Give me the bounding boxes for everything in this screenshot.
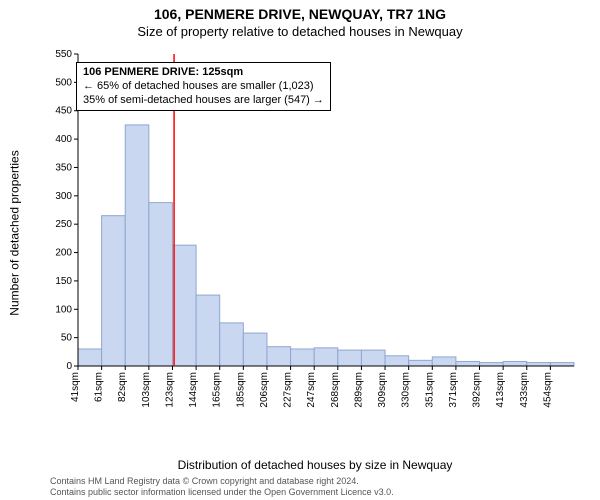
svg-text:550: 550	[55, 49, 72, 60]
svg-text:330sqm: 330sqm	[401, 372, 412, 408]
y-axis-label-text: Number of detached properties	[8, 150, 22, 315]
callout-line3: 35% of semi-detached houses are larger (…	[83, 94, 324, 108]
chart-title-main: 106, PENMERE DRIVE, NEWQUAY, TR7 1NG	[0, 0, 600, 22]
callout-line2: ← 65% of detached houses are smaller (1,…	[83, 80, 324, 94]
svg-text:200: 200	[55, 248, 72, 259]
svg-text:123sqm: 123sqm	[164, 372, 175, 408]
chart-title-sub: Size of property relative to detached ho…	[0, 22, 600, 39]
svg-text:100: 100	[55, 304, 72, 315]
svg-text:227sqm: 227sqm	[283, 372, 294, 408]
footer-line2: Contains public sector information licen…	[50, 487, 394, 498]
svg-text:82sqm: 82sqm	[117, 372, 128, 402]
svg-text:250: 250	[55, 219, 72, 230]
svg-text:185sqm: 185sqm	[235, 372, 246, 408]
svg-text:309sqm: 309sqm	[377, 372, 388, 408]
callout-line1: 106 PENMERE DRIVE: 125sqm	[83, 66, 324, 80]
svg-text:392sqm: 392sqm	[472, 372, 483, 408]
svg-text:300: 300	[55, 191, 72, 202]
svg-text:41sqm: 41sqm	[70, 372, 81, 402]
svg-text:350: 350	[55, 162, 72, 173]
svg-text:500: 500	[55, 77, 72, 88]
x-axis-label: Distribution of detached houses by size …	[50, 458, 580, 472]
svg-text:433sqm: 433sqm	[519, 372, 530, 408]
svg-text:50: 50	[61, 333, 73, 344]
svg-text:61sqm: 61sqm	[94, 372, 105, 402]
y-axis-label: Number of detached properties	[6, 48, 24, 418]
svg-text:454sqm: 454sqm	[542, 372, 553, 408]
svg-text:150: 150	[55, 276, 72, 287]
svg-text:165sqm: 165sqm	[212, 372, 223, 408]
footer-attribution: Contains HM Land Registry data © Crown c…	[50, 476, 394, 498]
svg-text:289sqm: 289sqm	[353, 372, 364, 408]
svg-text:206sqm: 206sqm	[259, 372, 270, 408]
svg-text:247sqm: 247sqm	[306, 372, 317, 408]
chart-area: 0 50 100 150 200 250 300 350 400 450 500 550 41sqm 61…	[50, 48, 580, 418]
svg-text:0: 0	[66, 361, 72, 372]
svg-text:351sqm: 351sqm	[424, 372, 435, 408]
svg-text:400: 400	[55, 134, 72, 145]
footer-line1: Contains HM Land Registry data © Crown c…	[50, 476, 394, 487]
marker-callout: 106 PENMERE DRIVE: 125sqm ← 65% of detac…	[76, 62, 331, 111]
svg-text:144sqm: 144sqm	[188, 372, 199, 408]
svg-text:450: 450	[55, 106, 72, 117]
svg-text:103sqm: 103sqm	[141, 372, 152, 408]
svg-text:371sqm: 371sqm	[448, 372, 459, 408]
svg-text:268sqm: 268sqm	[330, 372, 341, 408]
svg-text:413sqm: 413sqm	[495, 372, 506, 408]
